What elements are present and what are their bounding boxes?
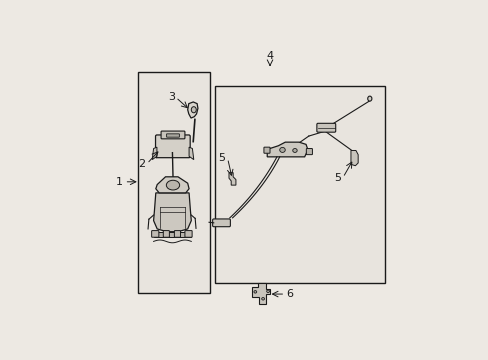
FancyBboxPatch shape (151, 231, 159, 237)
Polygon shape (228, 173, 235, 185)
Ellipse shape (292, 149, 297, 152)
Ellipse shape (266, 290, 269, 293)
FancyBboxPatch shape (163, 231, 169, 237)
Polygon shape (152, 147, 157, 159)
Ellipse shape (253, 291, 256, 293)
FancyBboxPatch shape (155, 135, 190, 158)
Text: 5: 5 (334, 173, 341, 183)
FancyBboxPatch shape (184, 231, 192, 237)
FancyBboxPatch shape (305, 149, 312, 155)
Text: 6: 6 (285, 289, 292, 299)
Ellipse shape (166, 180, 179, 190)
FancyBboxPatch shape (161, 131, 184, 139)
Polygon shape (350, 150, 357, 166)
Polygon shape (251, 283, 269, 304)
Polygon shape (153, 193, 191, 232)
Ellipse shape (279, 148, 285, 152)
FancyBboxPatch shape (153, 232, 191, 237)
FancyBboxPatch shape (316, 123, 335, 132)
Polygon shape (267, 142, 307, 157)
Polygon shape (156, 177, 189, 193)
Text: 2: 2 (138, 159, 145, 169)
FancyBboxPatch shape (212, 219, 230, 227)
Ellipse shape (191, 107, 196, 113)
Ellipse shape (261, 297, 264, 300)
FancyBboxPatch shape (166, 134, 179, 137)
Text: 4: 4 (266, 51, 273, 61)
Bar (214, 86, 384, 283)
FancyBboxPatch shape (174, 231, 180, 237)
Ellipse shape (367, 96, 371, 101)
Text: 3: 3 (168, 92, 175, 102)
PathPatch shape (187, 102, 198, 118)
Polygon shape (189, 147, 193, 159)
FancyBboxPatch shape (264, 147, 269, 153)
Text: 1: 1 (115, 177, 122, 187)
Text: 5: 5 (218, 153, 224, 163)
Bar (138, 72, 210, 293)
